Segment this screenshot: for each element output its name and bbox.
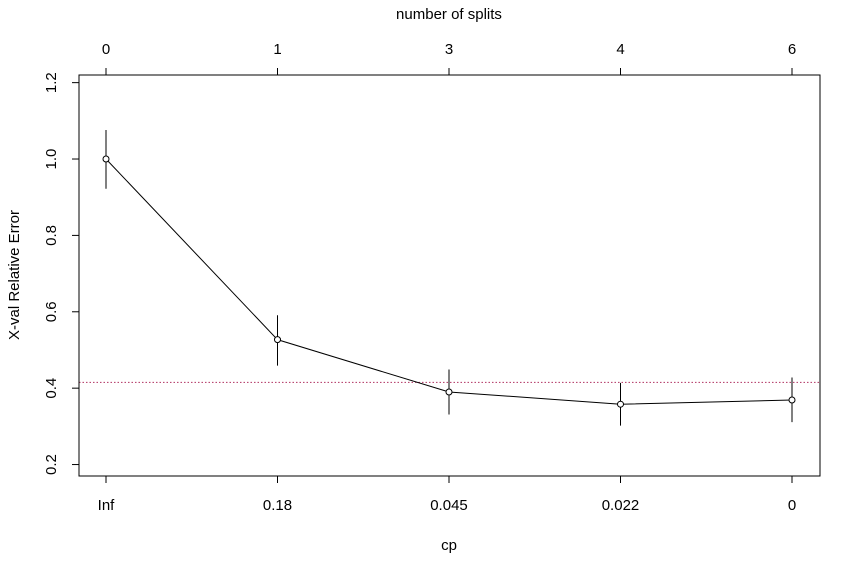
x-tick-label-bottom: Inf <box>98 497 116 514</box>
y-tick-label: 1.0 <box>43 149 60 170</box>
top-axis-label: number of splits <box>396 6 502 23</box>
data-point <box>274 336 281 344</box>
x-tick-label-top: 1 <box>273 41 281 58</box>
data-point <box>617 400 624 408</box>
y-tick-label: 0.8 <box>43 225 60 246</box>
x-tick-label-bottom: 0.18 <box>263 497 292 514</box>
y-tick-label: 0.2 <box>43 454 60 475</box>
y-axis: 0.2 0.4 0.6 0.8 1.0 1.2 <box>43 72 80 475</box>
series-layer <box>102 129 796 426</box>
y-tick-label: 0.4 <box>43 378 60 399</box>
y-tick-label: 0.6 <box>43 301 60 322</box>
data-point <box>788 396 796 404</box>
x-tick-label-top: 0 <box>102 41 110 58</box>
x-tick-label-top: 4 <box>616 41 624 58</box>
data-point <box>445 388 453 396</box>
data-point <box>102 155 110 163</box>
series-line <box>105 158 793 405</box>
x-axis-bottom: Inf 0.18 0.045 0.022 0 <box>98 475 796 514</box>
plot-frame <box>78 74 821 477</box>
x-tick-label-bottom: 0.045 <box>430 497 468 514</box>
x-tick-label-top: 6 <box>788 41 796 58</box>
y-tick-label: 1.2 <box>43 72 60 93</box>
x-axis-top: 0 1 3 4 6 <box>102 41 796 76</box>
x-tick-label-top: 3 <box>445 41 453 58</box>
x-tick-label-bottom: 0.022 <box>602 497 640 514</box>
x-axis-label: cp <box>441 537 457 554</box>
x-tick-label-bottom: 0 <box>788 497 796 514</box>
y-axis-label: X-val Relative Error <box>6 210 23 340</box>
